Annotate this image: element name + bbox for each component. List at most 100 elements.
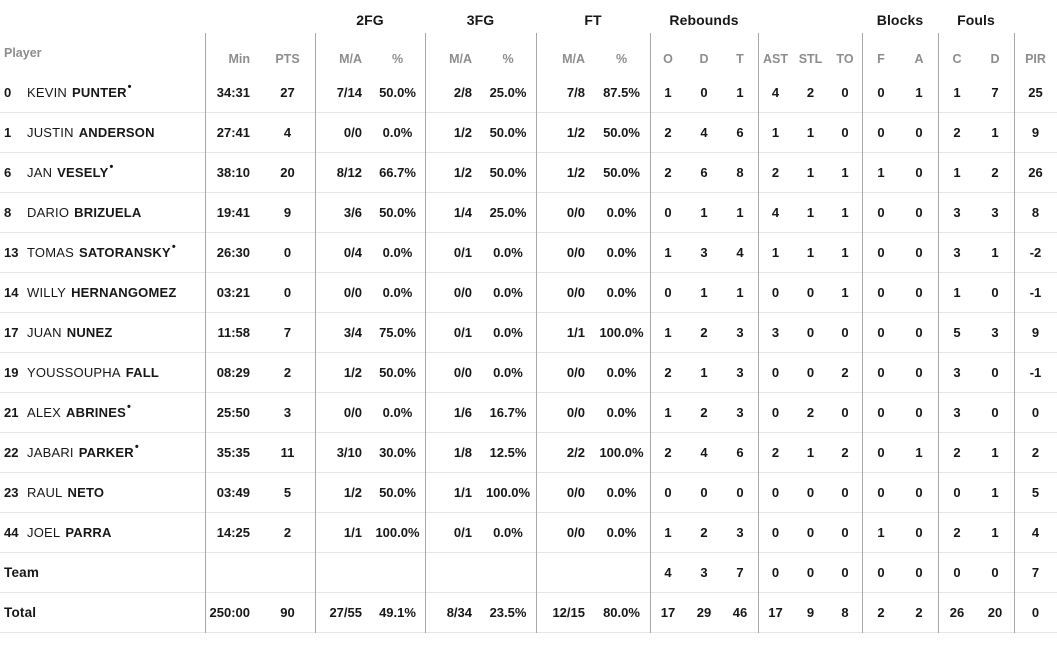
stat-reb-d: 1 xyxy=(700,365,708,380)
stat-pts: 11 xyxy=(280,445,295,460)
stat-3fg-pct: 0.0% xyxy=(493,245,523,260)
stat-to: 0 xyxy=(841,525,849,540)
stat-min: 08:29 xyxy=(216,365,250,380)
stat-to: 0 xyxy=(841,565,849,580)
table-row[interactable]: 13 TOMAS SATORANSKY • 26:30 0 0/4 0.0% 0… xyxy=(0,233,1057,273)
stat-reb-t: 1 xyxy=(736,85,744,100)
stat-fouls-committed: 1 xyxy=(953,165,961,180)
stat-reb-d: 0 xyxy=(700,85,708,100)
table-row[interactable]: 17 JUAN NUNEZ 11:58 7 3/4 75.0% 0/1 0.0%… xyxy=(0,313,1057,353)
stat-3fg-ma: 0/0 xyxy=(453,365,472,380)
table-row[interactable]: 1 JUSTIN ANDERSON 27:41 4 0/0 0.0% 1/2 5… xyxy=(0,113,1057,153)
player-first-name: RAUL xyxy=(27,485,63,500)
player-first-name: JUAN xyxy=(27,325,62,340)
stat-min: 26:30 xyxy=(216,245,250,260)
table-row[interactable]: 14 WILLY HERNANGOMEZ 03:21 0 0/0 0.0% 0/… xyxy=(0,273,1057,313)
table-row[interactable]: 21 ALEX ABRINES • 25:50 3 0/0 0.0% 1/6 1… xyxy=(0,393,1057,433)
stat-blocks-against: 0 xyxy=(915,485,923,500)
table-row[interactable]: 6 JAN VESELY • 38:10 20 8/12 66.7% 1/2 5… xyxy=(0,153,1057,193)
player-cell: 22 JABARI PARKER • xyxy=(0,433,205,472)
stat-3fg-pct: 25.0% xyxy=(489,205,527,220)
col-header-blocks-favor: F xyxy=(877,52,885,66)
stat-min xyxy=(205,553,260,592)
table-row[interactable]: Total 250:00 90 27/55 49.1% 8/34 23.5% 1… xyxy=(0,593,1057,633)
stat-3fg-pct: 50.0% xyxy=(489,165,527,180)
stat-ft-ma: 0/0 xyxy=(566,285,585,300)
stat-2fg-ma: 7/14 xyxy=(336,85,362,100)
col-header-3fg-pct: % xyxy=(502,52,514,66)
stat-blocks-favor: 0 xyxy=(877,85,885,100)
stat-reb-d: 1 xyxy=(700,205,708,220)
col-header-ast: AST xyxy=(763,52,788,66)
col-header-blocks-against: A xyxy=(914,52,924,66)
starter-icon: • xyxy=(127,81,132,93)
stat-pir: -1 xyxy=(1029,365,1042,380)
stat-to: 2 xyxy=(841,445,849,460)
stat-reb-d: 29 xyxy=(696,605,712,620)
table-row[interactable]: 44 JOEL PARRA 14:25 2 1/1 100.0% 0/1 0.0… xyxy=(0,513,1057,553)
stat-fouls-committed: 1 xyxy=(953,285,961,300)
stat-pts: 7 xyxy=(283,325,292,340)
stat-2fg-pct: 0.0% xyxy=(382,285,413,300)
stat-ast: 0 xyxy=(771,525,780,540)
player-cell: 23 RAUL NETO xyxy=(0,473,205,512)
stat-2fg-pct: 75.0% xyxy=(379,325,416,340)
stat-ast: 2 xyxy=(771,445,780,460)
stat-reb-d: 4 xyxy=(700,445,708,460)
stat-fouls-drawn: 1 xyxy=(991,445,999,460)
stat-reb-o: 0 xyxy=(664,205,672,220)
stat-ft-ma xyxy=(536,553,593,592)
stat-blocks-favor: 0 xyxy=(877,245,885,260)
stat-ft-pct: 0.0% xyxy=(606,205,637,220)
column-divider xyxy=(1014,33,1015,633)
stat-to: 1 xyxy=(841,285,849,300)
stat-reb-o: 2 xyxy=(664,365,672,380)
table-row[interactable]: 8 DARIO BRIZUELA 19:41 9 3/6 50.0% 1/4 2… xyxy=(0,193,1057,233)
stat-ft-ma: 0/0 xyxy=(566,245,585,260)
stat-2fg-ma: 0/0 xyxy=(343,125,362,140)
stat-ft-pct: 100.0% xyxy=(599,325,644,340)
table-row[interactable]: 0 KEVIN PUNTER • 34:31 27 7/14 50.0% 2/8… xyxy=(0,73,1057,113)
stat-2fg-ma: 3/4 xyxy=(343,325,362,340)
player-cell: 0 KEVIN PUNTER • xyxy=(0,73,205,112)
player-last-name: SATORANSKY xyxy=(79,245,171,260)
stat-ast: 17 xyxy=(768,605,783,620)
stat-stl: 0 xyxy=(806,325,815,340)
player-cell: 44 JOEL PARRA xyxy=(0,513,205,552)
stat-min: 27:41 xyxy=(216,125,250,140)
stat-blocks-against: 0 xyxy=(915,365,923,380)
table-row[interactable]: Team 4 3 7 0 0 0 0 0 0 0 7 xyxy=(0,553,1057,593)
group-header-2fg: 2FG xyxy=(356,12,384,28)
stat-pir: 7 xyxy=(1031,565,1040,580)
column-divider xyxy=(862,33,863,633)
stat-ast: 4 xyxy=(771,205,780,220)
table-row[interactable]: 19 YOUSSOUPHA FALL 08:29 2 1/2 50.0% 0/0… xyxy=(0,353,1057,393)
stat-fouls-drawn: 1 xyxy=(991,125,999,140)
stat-3fg-ma: 1/6 xyxy=(453,405,472,420)
stat-ft-pct: 0.0% xyxy=(606,405,637,420)
stat-reb-t: 6 xyxy=(736,445,744,460)
stat-2fg-ma xyxy=(315,553,370,592)
stat-blocks-against: 0 xyxy=(915,125,923,140)
column-divider xyxy=(938,33,939,633)
stat-stl: 1 xyxy=(806,125,815,140)
stat-blocks-favor: 0 xyxy=(877,285,885,300)
stat-2fg-ma: 27/55 xyxy=(329,605,362,620)
player-first-name: KEVIN xyxy=(27,85,68,100)
player-last-name: PARRA xyxy=(65,525,112,540)
table-row[interactable]: 23 RAUL NETO 03:49 5 1/2 50.0% 1/1 100.0… xyxy=(0,473,1057,513)
stat-reb-t: 46 xyxy=(732,605,748,620)
stat-3fg-ma: 1/2 xyxy=(453,125,472,140)
col-header-fouls-committed: C xyxy=(952,52,962,66)
column-divider xyxy=(536,33,537,633)
stat-pir: 9 xyxy=(1031,325,1040,340)
col-header-to: TO xyxy=(836,52,854,66)
stat-ft-pct: 0.0% xyxy=(606,485,637,500)
table-row[interactable]: 22 JABARI PARKER • 35:35 11 3/10 30.0% 1… xyxy=(0,433,1057,473)
stat-blocks-favor: 0 xyxy=(877,565,885,580)
stat-blocks-favor: 0 xyxy=(877,205,885,220)
stat-reb-d: 0 xyxy=(700,485,708,500)
stat-reb-o: 0 xyxy=(664,285,672,300)
stat-to: 0 xyxy=(841,325,849,340)
